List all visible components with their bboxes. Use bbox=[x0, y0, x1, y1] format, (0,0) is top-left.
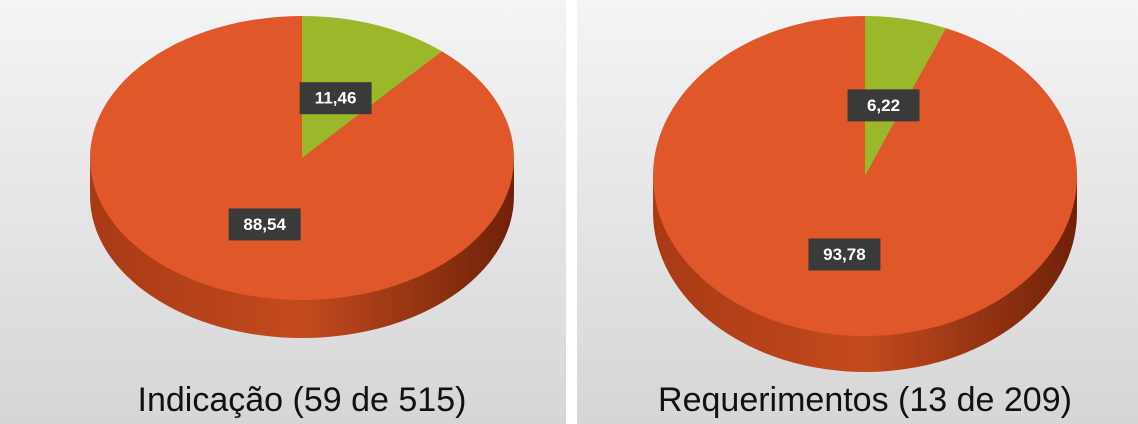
data-label-box bbox=[228, 208, 301, 241]
data-label: 93,78 bbox=[823, 245, 866, 264]
data-label-box bbox=[299, 82, 372, 115]
chart-title: Indicação (59 de 515) bbox=[138, 381, 467, 419]
pie-slice bbox=[90, 16, 515, 300]
pie-slice bbox=[653, 16, 1077, 336]
data-label: 88,54 bbox=[243, 215, 286, 234]
data-label: 6,22 bbox=[867, 96, 900, 115]
data-label-box bbox=[847, 89, 920, 122]
data-label-box bbox=[808, 238, 881, 271]
data-label: 11,46 bbox=[315, 89, 357, 108]
pie-slice bbox=[302, 16, 442, 158]
chart-title: Requerimentos (13 de 209) bbox=[658, 381, 1072, 419]
